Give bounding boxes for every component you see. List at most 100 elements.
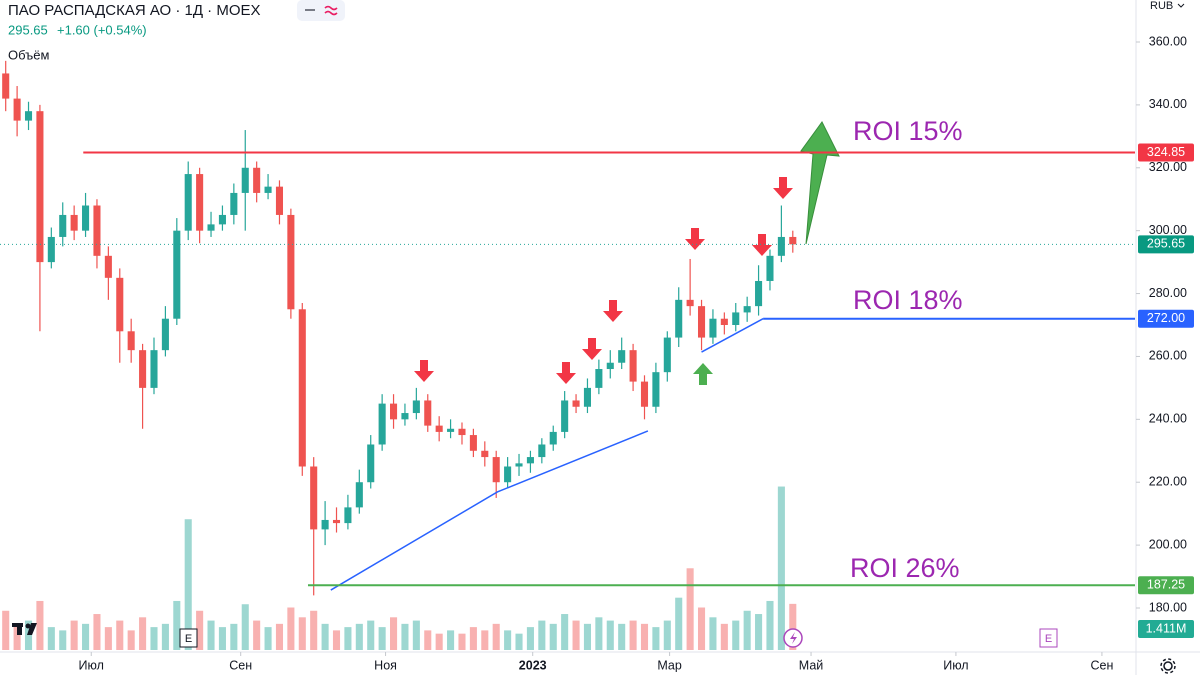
- roi-annotation: ROI 18%: [853, 285, 963, 315]
- volume-bar: [526, 627, 534, 650]
- x-tick-label: Июл: [943, 658, 968, 672]
- dividend-icon: [790, 632, 797, 644]
- currency[interactable]: RUB: [1150, 0, 1173, 12]
- volume-bar: [196, 610, 204, 650]
- x-tick-label: Сен: [1090, 658, 1113, 672]
- candle-body: [606, 362, 614, 370]
- settings-icon[interactable]: [1160, 658, 1176, 674]
- candle-body: [161, 318, 169, 351]
- last-price-tag: [1138, 235, 1194, 254]
- volume-bar: [298, 617, 306, 650]
- candle-body: [127, 331, 135, 351]
- event-marker[interactable]: [1039, 628, 1058, 648]
- candle-body: [469, 435, 477, 451]
- candle-body: [184, 174, 192, 231]
- volume-bar: [93, 614, 101, 650]
- volume-bar: [24, 620, 33, 650]
- trend-line: [330, 430, 649, 591]
- volume-bar: [640, 623, 649, 650]
- candle-body: [13, 98, 21, 121]
- candle-body: [275, 186, 284, 215]
- volume-bar: [538, 620, 546, 650]
- event-marker-label: E: [1045, 633, 1052, 645]
- candle-body: [595, 369, 603, 388]
- volume-bar: [150, 627, 158, 650]
- sell-arrows: [414, 177, 793, 384]
- volume-bar: [70, 620, 78, 650]
- candle-body: [82, 205, 90, 231]
- volume-bar: [47, 627, 55, 650]
- volume-bar: [766, 600, 774, 650]
- volume-bar: [504, 630, 512, 650]
- candle-body: [401, 413, 409, 420]
- volume-bar: [355, 623, 363, 650]
- volume-title: Объём: [8, 47, 49, 62]
- event-marker[interactable]: [179, 628, 198, 648]
- down-arrow: [603, 300, 623, 322]
- volume-bar: [709, 617, 717, 650]
- down-arrow: [414, 360, 434, 382]
- down-arrow: [773, 177, 793, 199]
- level-label: 272.00: [1147, 311, 1185, 325]
- volume-bar: [606, 620, 614, 650]
- candle-body: [218, 214, 226, 225]
- volume-bar: [720, 623, 728, 650]
- candle-body: [150, 350, 158, 388]
- volume-bar: [264, 627, 272, 650]
- candle-body: [652, 372, 660, 407]
- candle-body: [447, 428, 455, 432]
- volume-bar: [139, 617, 147, 650]
- candle-body: [663, 337, 671, 373]
- currency-chevron: [1177, 3, 1185, 8]
- volume-bar: [652, 627, 660, 650]
- y-tick-label: 360.00: [1149, 34, 1187, 48]
- down-arrow: [582, 338, 602, 360]
- candle-body: [344, 507, 352, 524]
- volume-bar: [469, 627, 477, 650]
- y-tick-label: 340.00: [1149, 97, 1187, 111]
- level-tag: [1138, 143, 1194, 162]
- candle-body: [390, 403, 398, 420]
- target-arrow: [800, 121, 840, 245]
- volume-label: 1.411M: [1146, 621, 1187, 635]
- volume-bar: [515, 633, 523, 650]
- level-label: 187.25: [1147, 577, 1185, 591]
- candle-body: [583, 387, 591, 407]
- volume-bar: [629, 620, 637, 650]
- toolbar-buttons[interactable]: [297, 0, 345, 21]
- last-price-label: 295.65: [1147, 237, 1185, 251]
- volume-bar: [218, 627, 226, 650]
- volume-bar: [675, 597, 683, 650]
- candle-body: [207, 224, 215, 231]
- volume-bar: [116, 620, 124, 650]
- candle-body: [755, 280, 763, 307]
- candle-body: [332, 519, 341, 524]
- volume-bar: [344, 627, 352, 650]
- candle-body: [93, 205, 101, 256]
- volume-bar: [207, 620, 215, 650]
- candle-body: [629, 350, 637, 382]
- candle-body: [241, 167, 249, 193]
- candle-body: [766, 255, 774, 281]
- volume-bar: [424, 630, 432, 650]
- volume-bar: [332, 630, 341, 650]
- volume-bar: [492, 623, 500, 650]
- candle-body: [367, 444, 375, 483]
- candle-body: [458, 428, 466, 436]
- candle-body: [412, 400, 420, 414]
- candle-body: [675, 299, 683, 338]
- y-tick-label: 220.00: [1149, 475, 1187, 489]
- candle-body: [549, 431, 557, 445]
- y-tick-label: 280.00: [1149, 286, 1187, 300]
- volume-bar: [310, 610, 318, 650]
- candle-body: [538, 444, 546, 458]
- candle-body: [709, 318, 717, 338]
- volume-bar: [663, 620, 671, 650]
- volume-bar: [583, 623, 591, 650]
- y-tick-label: 260.00: [1149, 349, 1187, 363]
- volume-bar: [13, 623, 21, 650]
- y-tick-label: 300.00: [1149, 223, 1187, 237]
- down-arrow: [685, 228, 705, 250]
- candle-body: [640, 381, 649, 407]
- price-change: +1.60 (+0.54%): [57, 22, 147, 37]
